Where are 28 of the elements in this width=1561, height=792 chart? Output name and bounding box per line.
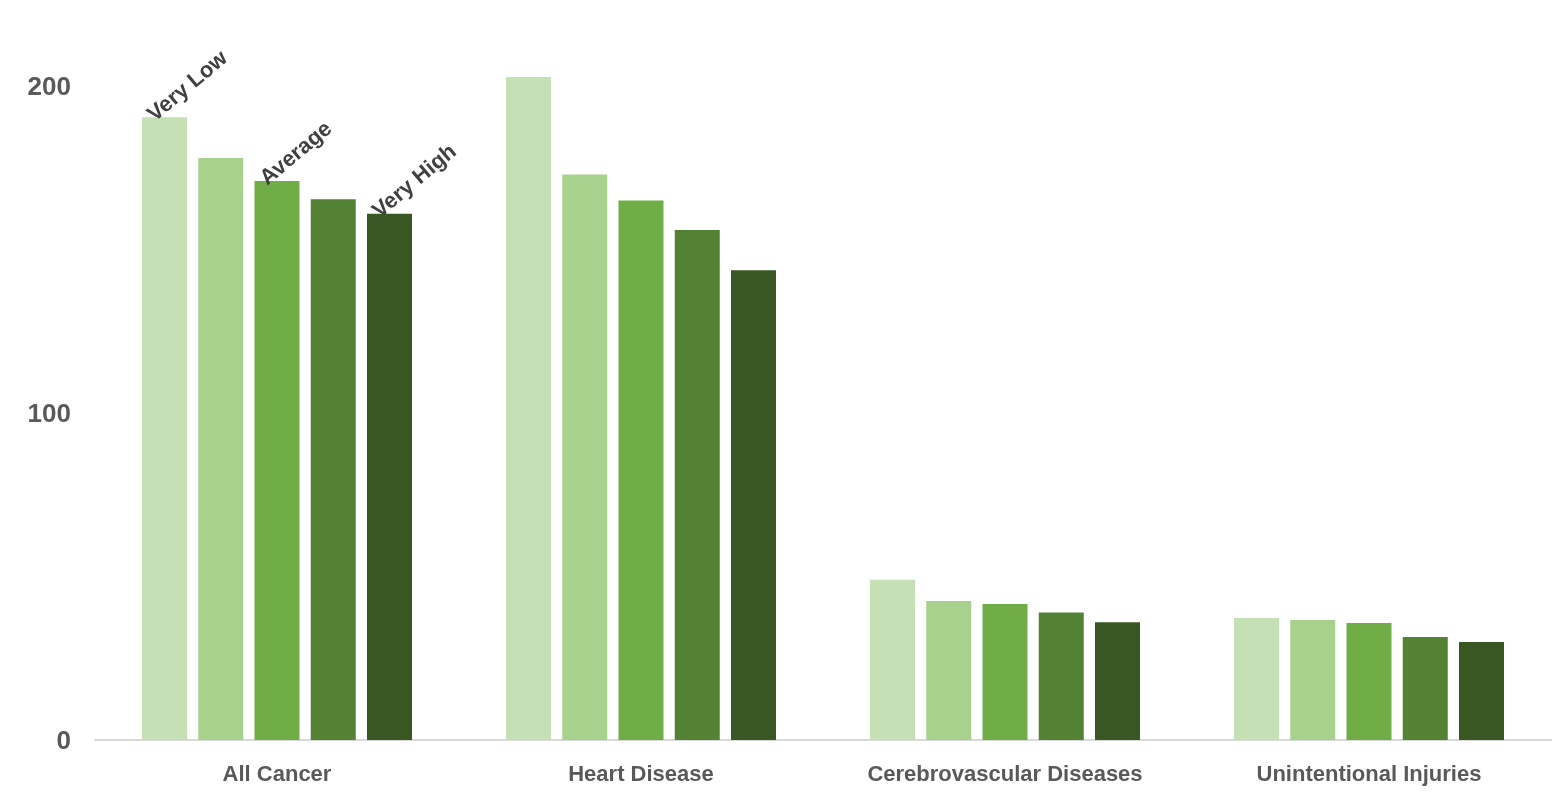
- x-tick-label: Cerebrovascular Diseases: [867, 760, 1143, 786]
- bar: [870, 579, 915, 740]
- x-tick-label: All Cancer: [222, 760, 332, 786]
- bar: [506, 77, 551, 740]
- bar: [731, 270, 776, 740]
- bar: [1290, 620, 1336, 740]
- x-tick-label: Unintentional Injuries: [1256, 760, 1482, 786]
- bar: [674, 230, 720, 740]
- bar: [982, 604, 1028, 740]
- bar: [1095, 622, 1140, 740]
- bar: [1234, 618, 1279, 740]
- bar: [1346, 622, 1392, 740]
- text: Very High: [366, 138, 461, 223]
- text: Very Low: [141, 44, 233, 127]
- x-tick-label: Heart Disease: [568, 760, 714, 786]
- bar: [310, 199, 356, 740]
- bar: [618, 200, 664, 740]
- bar: [142, 117, 187, 740]
- bar: [562, 174, 608, 740]
- y-tick-label: 100: [27, 398, 71, 429]
- bar: [1459, 641, 1504, 740]
- bar: [198, 158, 244, 740]
- y-tick-label: 200: [27, 71, 71, 102]
- bar: [1038, 612, 1084, 740]
- bar: [367, 213, 412, 740]
- y-tick-label: 0: [56, 725, 71, 755]
- bar: [1402, 637, 1448, 740]
- bar: [926, 601, 972, 740]
